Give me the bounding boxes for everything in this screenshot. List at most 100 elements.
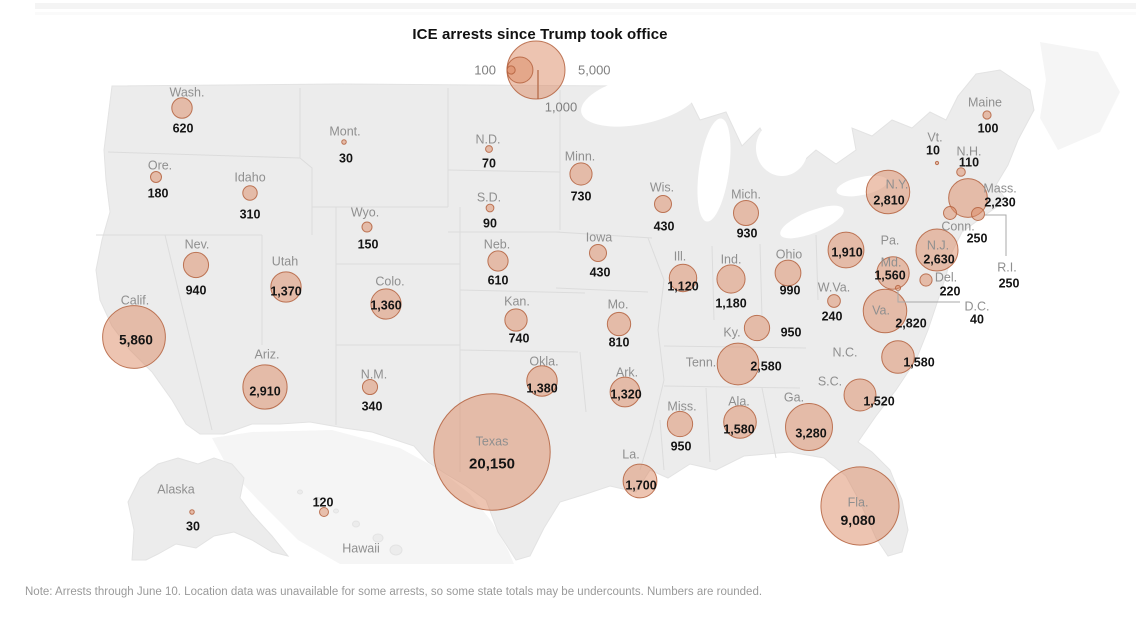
legend-label-mid: 1,000 — [545, 100, 578, 115]
bubble-ind — [716, 264, 746, 294]
value-hawaii: 120 — [313, 495, 334, 509]
value-conn: 250 — [967, 231, 988, 245]
label-wash: Wash. — [170, 85, 205, 99]
label-vt: Vt. — [927, 130, 942, 144]
value-la: 1,700 — [625, 478, 656, 492]
bubble-idaho — [242, 185, 258, 201]
label-del: Del. — [935, 270, 957, 284]
label-utah: Utah — [272, 254, 298, 268]
label-ohio: Ohio — [776, 247, 802, 261]
bubble-wis — [653, 194, 673, 214]
state-labels: Wash. 620 Ore. 180 Calif. 5,860 Nev. 940 Idaho 31… — [119, 85, 1019, 555]
value-vt: 10 — [926, 143, 940, 157]
label-conn: Conn. — [941, 219, 974, 233]
value-nev: 940 — [186, 283, 207, 297]
leader-lines — [897, 214, 1007, 303]
value-tenn: 2,580 — [750, 359, 781, 373]
label-ill: Ill. — [674, 249, 687, 263]
value-idaho: 310 — [240, 207, 261, 221]
value-ohio: 990 — [780, 283, 801, 297]
value-okla: 1,380 — [526, 381, 557, 395]
bubble-maine — [982, 110, 992, 120]
legend-label-large: 5,000 — [578, 63, 611, 78]
label-fla: Fla. — [848, 495, 869, 509]
value-ky: 950 — [781, 325, 802, 339]
label-ky: Ky. — [723, 325, 740, 339]
label-idaho: Idaho — [234, 170, 265, 184]
label-kan: Kan. — [504, 294, 530, 308]
label-minn: Minn. — [565, 149, 596, 163]
bubble-fla — [820, 466, 900, 546]
label-colo: Colo. — [375, 274, 404, 288]
value-alaska: 30 — [186, 519, 200, 533]
bubble-dc — [894, 284, 902, 292]
bubble-hawaii — [319, 507, 329, 517]
value-wyo: 150 — [358, 237, 379, 251]
label-okla: Okla. — [529, 354, 558, 368]
bubble-nm — [361, 378, 379, 396]
bubble-kan — [504, 308, 528, 332]
label-neb: Neb. — [484, 237, 510, 251]
bubble-wva — [827, 294, 841, 308]
label-ri: R.I. — [997, 260, 1016, 274]
value-ny: 2,810 — [873, 193, 904, 207]
bubble-mo — [606, 311, 632, 337]
bubble-ohio — [774, 259, 802, 287]
legend-label-small: 100 — [474, 63, 496, 78]
value-va: 2,820 — [895, 316, 926, 330]
label-iowa: Iowa — [586, 230, 612, 244]
bubble-okla — [526, 365, 558, 397]
label-mo: Mo. — [608, 297, 629, 311]
bubble-ga — [785, 403, 833, 451]
chart-title: ICE arrests since Trump took office — [412, 26, 668, 43]
value-colo: 1,360 — [370, 298, 401, 312]
bubble-colo — [370, 288, 402, 320]
label-nj: N.J. — [927, 238, 949, 252]
value-texas: 20,150 — [469, 455, 515, 472]
value-utah: 1,370 — [270, 284, 301, 298]
bubble-wyo — [361, 221, 373, 233]
label-texas: Texas — [476, 434, 509, 448]
label-sc: S.C. — [818, 374, 842, 388]
label-calif: Calif. — [121, 293, 149, 307]
bubble-calif — [102, 305, 166, 369]
label-nh: N.H. — [957, 144, 982, 158]
label-nd: N.D. — [476, 132, 501, 146]
label-ariz: Ariz. — [255, 347, 280, 361]
value-nd: 70 — [482, 156, 496, 170]
label-tenn: Tenn. — [686, 355, 717, 369]
label-ala: Ala. — [728, 394, 750, 408]
alaska-shape — [127, 457, 290, 561]
value-nm: 340 — [362, 399, 383, 413]
bubble-nc — [881, 340, 915, 374]
bubble-ill — [668, 263, 698, 293]
bubble-sd — [485, 203, 495, 213]
label-mont: Mont. — [329, 124, 360, 138]
label-miss: Miss. — [667, 399, 696, 413]
bubble-alaska — [189, 509, 195, 515]
leader-ri — [985, 214, 1007, 256]
bubble-la — [622, 463, 658, 499]
bubble-nj — [915, 228, 959, 272]
bubble-ore — [149, 170, 163, 184]
bubble-del — [919, 273, 933, 287]
bubble-iowa — [588, 243, 608, 263]
legend: 100 1,000 5,000 — [474, 40, 611, 115]
label-wva: W.Va. — [818, 280, 850, 294]
bubble-vt — [934, 160, 940, 166]
canada-maritime-shape — [1040, 42, 1120, 150]
value-dc: 40 — [970, 312, 984, 326]
value-miss: 950 — [671, 439, 692, 453]
label-ark: Ark. — [616, 365, 638, 379]
lake-erie — [780, 205, 844, 239]
hawaii-islands — [297, 489, 403, 556]
bubble-mich — [732, 199, 760, 227]
state-bubbles — [102, 97, 992, 546]
label-hawaii: Hawaii — [342, 541, 380, 555]
value-del: 220 — [940, 284, 961, 298]
bubble-conn — [943, 206, 957, 220]
value-mich: 930 — [737, 226, 758, 240]
bubble-pa — [827, 231, 865, 269]
label-pa: Pa. — [881, 233, 900, 247]
